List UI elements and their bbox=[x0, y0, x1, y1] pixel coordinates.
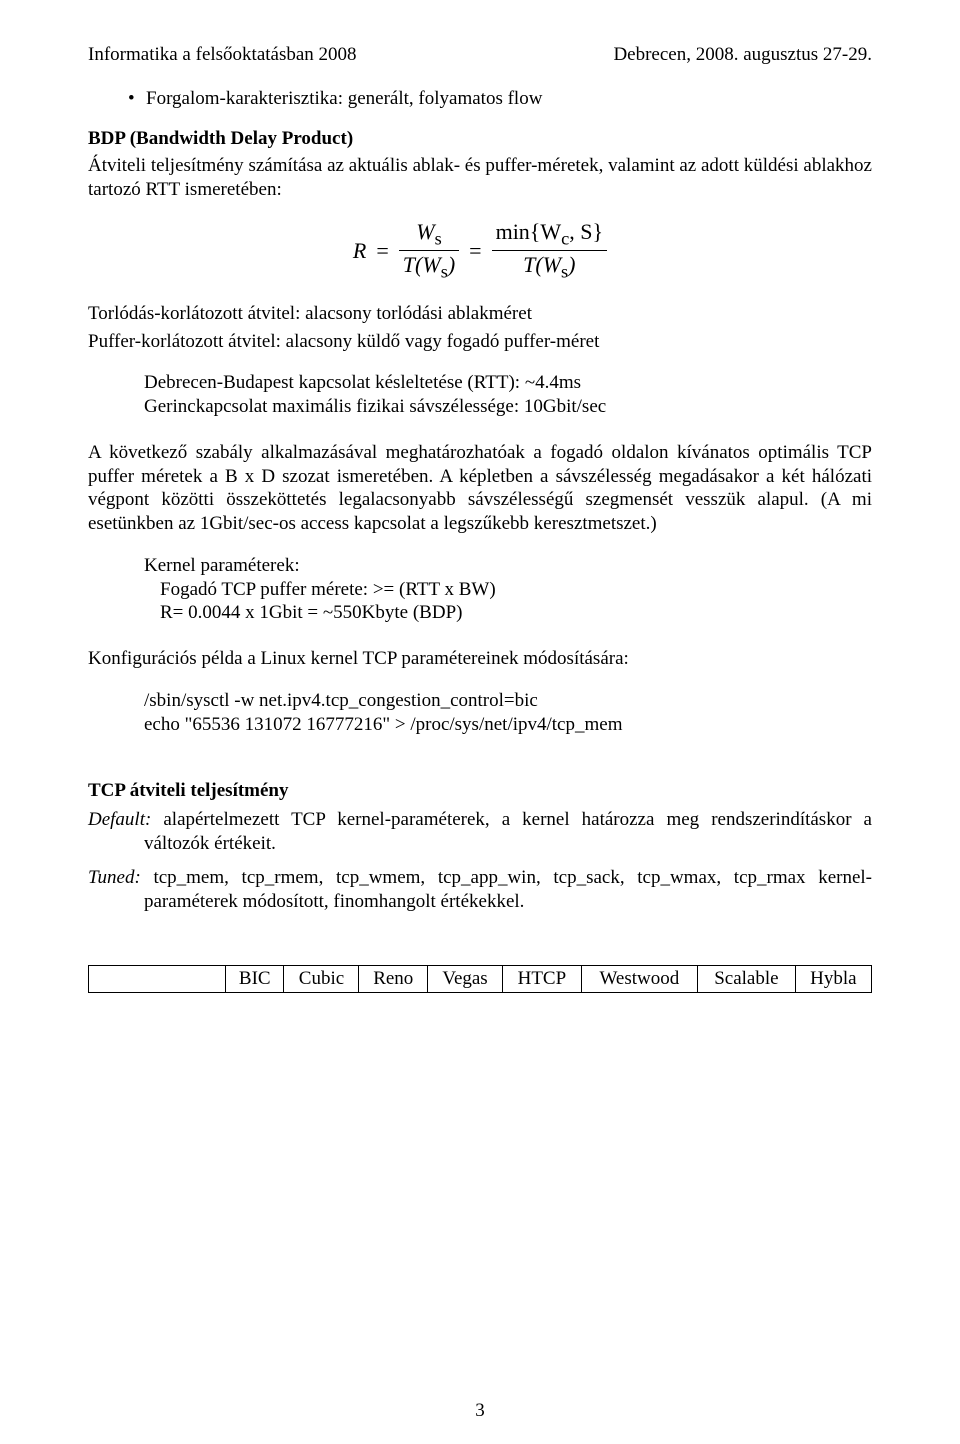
torl-line: Torlódás-korlátozott átvitel: alacsony t… bbox=[88, 302, 872, 326]
formula-min-c: , S} bbox=[569, 219, 603, 244]
page-header: Informatika a felsőoktatásban 2008 Debre… bbox=[88, 44, 872, 66]
def-default: Default: alapértelmezett TCP kernel-para… bbox=[88, 808, 872, 856]
formula-ws: W bbox=[416, 219, 434, 244]
formula-tws1: T(W bbox=[403, 252, 441, 277]
bullet-item: • Forgalom-karakterisztika: generált, fo… bbox=[128, 88, 872, 110]
config-intro: Konfigurációs példa a Linux kernel TCP p… bbox=[88, 647, 872, 671]
def-tuned: Tuned: tcp_mem, tcp_rmem, tcp_wmem, tcp_… bbox=[88, 866, 872, 914]
table-cell-lead bbox=[89, 966, 226, 993]
def-tuned-text: tcp_mem, tcp_rmem, tcp_wmem, tcp_app_win… bbox=[141, 867, 872, 912]
formula: R = Ws T(Ws) = min{Wc, S} T(Ws) bbox=[353, 220, 607, 282]
formula-tws2-close: ) bbox=[568, 252, 575, 277]
config-line2: echo "65536 131072 16777216" > /proc/sys… bbox=[144, 713, 872, 737]
formula-tws2: T(W bbox=[523, 252, 561, 277]
rtt-line1: Debrecen-Budapest kapcsolat késleltetése… bbox=[144, 371, 872, 395]
kernel-line3: R= 0.0044 x 1Gbit = ~550Kbyte (BDP) bbox=[160, 601, 872, 625]
bullet-dot-icon: • bbox=[128, 88, 146, 110]
formula-ws-sub: s bbox=[435, 228, 442, 248]
formula-eq1: = bbox=[376, 238, 388, 264]
perf-title: TCP átviteli teljesítmény bbox=[88, 780, 872, 802]
kernel-line2: Fogadó TCP puffer mérete: >= (RTT x BW) bbox=[160, 578, 872, 602]
table-cell: Cubic bbox=[284, 966, 359, 993]
rtt-block: Debrecen-Budapest kapcsolat késleltetése… bbox=[144, 371, 872, 419]
header-left: Informatika a felsőoktatásban 2008 bbox=[88, 44, 357, 66]
config-line1: /sbin/sysctl -w net.ipv4.tcp_congestion_… bbox=[144, 689, 872, 713]
table-cell: Vegas bbox=[428, 966, 503, 993]
formula-R: R bbox=[353, 238, 366, 264]
table-cell: Reno bbox=[359, 966, 428, 993]
table-row: BIC Cubic Reno Vegas HTCP Westwood Scala… bbox=[89, 966, 872, 993]
formula-tws1-close: ) bbox=[448, 252, 455, 277]
kernel-line1: Kernel paraméterek: bbox=[144, 554, 872, 578]
table-cell: HTCP bbox=[503, 966, 582, 993]
def-tuned-label: Tuned: bbox=[88, 867, 141, 888]
page-number: 3 bbox=[0, 1400, 960, 1422]
algo-table-wrap: BIC Cubic Reno Vegas HTCP Westwood Scala… bbox=[88, 965, 872, 993]
rule-paragraph: A következő szabály alkalmazásával megha… bbox=[88, 441, 872, 536]
header-right: Debrecen, 2008. augusztus 27-29. bbox=[613, 44, 872, 66]
bdp-title: BDP (Bandwidth Delay Product) bbox=[88, 128, 872, 150]
bullet-text: Forgalom-karakterisztika: generált, foly… bbox=[146, 88, 542, 110]
def-default-text: alapértelmezett TCP kernel-paraméterek, … bbox=[144, 809, 872, 854]
formula-eq2: = bbox=[469, 238, 481, 264]
table-cell: Westwood bbox=[581, 966, 697, 993]
kernel-block: Kernel paraméterek: Fogadó TCP puffer mé… bbox=[144, 554, 872, 625]
formula-min-a: min{W bbox=[496, 219, 562, 244]
formula-frac1: Ws T(Ws) bbox=[399, 220, 459, 282]
table-cell: BIC bbox=[226, 966, 284, 993]
bdp-paragraph: Átviteli teljesítmény számítása az aktuá… bbox=[88, 154, 872, 202]
rtt-line2: Gerinckapcsolat maximális fizikai sávszé… bbox=[144, 395, 872, 419]
puffer-line: Puffer-korlátozott átvitel: alacsony kül… bbox=[88, 330, 872, 354]
table-cell: Scalable bbox=[698, 966, 796, 993]
formula-frac2: min{Wc, S} T(Ws) bbox=[492, 220, 608, 282]
table-cell: Hybla bbox=[795, 966, 871, 993]
def-default-label: Default: bbox=[88, 809, 151, 830]
config-block: /sbin/sysctl -w net.ipv4.tcp_congestion_… bbox=[144, 689, 872, 737]
algo-table: BIC Cubic Reno Vegas HTCP Westwood Scala… bbox=[88, 965, 872, 993]
page: Informatika a felsőoktatásban 2008 Debre… bbox=[0, 0, 960, 1444]
formula-block: R = Ws T(Ws) = min{Wc, S} T(Ws) bbox=[88, 220, 872, 282]
formula-tws1-sub: s bbox=[441, 262, 448, 282]
